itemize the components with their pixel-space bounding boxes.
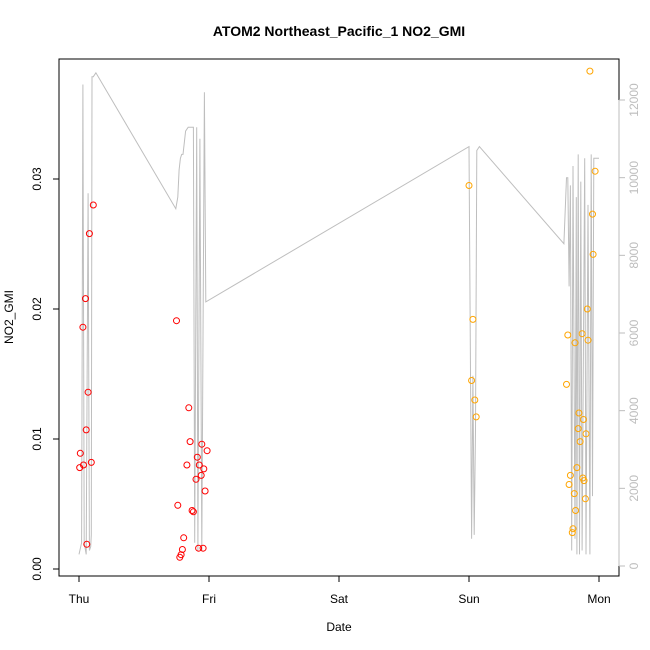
data-point-s2-16: [575, 409, 583, 417]
data-point-s2-28: [589, 250, 597, 258]
data-point-s1-20: [188, 507, 196, 514]
y2-tick-label: 0: [627, 562, 641, 569]
data-point-s2-15: [574, 425, 582, 433]
x-tick-label: Thu: [69, 592, 90, 606]
data-point-s1-26: [197, 471, 205, 479]
data-point-s1-15: [178, 546, 186, 553]
data-point-s2-23: [582, 430, 590, 438]
data-point-s1-10: [89, 201, 97, 209]
data-point-s2-13: [572, 507, 580, 514]
data-point-s1-24: [195, 544, 203, 552]
data-point-s1-22: [192, 475, 200, 483]
x-axis: Thu Fri Sat Sun Mon: [69, 575, 611, 606]
y-tick-label: 0.03: [30, 167, 44, 191]
data-point-s2-25: [584, 336, 592, 344]
data-point-s1-9: [87, 458, 95, 466]
data-point-s1-12: [174, 501, 182, 509]
data-point-s1-1: [76, 449, 84, 457]
data-point-s2-5: [563, 380, 570, 388]
data-point-s1-23: [193, 453, 201, 461]
y-tick-label: 0.00: [30, 557, 44, 581]
data-point-s1-8: [85, 230, 93, 238]
data-point-s1-27: [198, 440, 206, 448]
data-point-s1-29: [200, 465, 208, 473]
data-point-s2-22: [581, 495, 589, 503]
data-point-s2-11: [570, 490, 578, 498]
data-point-s2-4: [472, 413, 480, 421]
chart-title: ATOM2 Northeast_Pacific_1 NO2_GMI: [213, 23, 465, 39]
data-point-s1-31: [203, 447, 211, 455]
y2-tick-label: 2000: [627, 475, 641, 502]
data-point-s2-20: [579, 416, 587, 423]
y-tick-label: 0.01: [30, 427, 44, 451]
data-point-s2-7: [565, 481, 573, 488]
data-point-s1-25: [195, 461, 203, 469]
data-point-s1-3: [80, 461, 87, 469]
data-point-s1-2: [79, 323, 87, 331]
altitude-line: [78, 71, 599, 555]
x-tick-label: Fri: [202, 592, 216, 606]
data-point-s2-26: [586, 67, 594, 75]
x-axis-label: Date: [326, 620, 352, 634]
y2-tick-label: 12000: [627, 83, 641, 117]
data-point-s2-24: [583, 305, 591, 313]
y2-tick-label: 10000: [627, 161, 641, 195]
data-point-s2-21: [580, 477, 588, 485]
data-point-s2-12: [571, 339, 579, 347]
y2-tick-label: 4000: [627, 397, 641, 424]
y2-tick-label: 8000: [627, 242, 641, 269]
data-point-s2-8: [566, 471, 574, 479]
data-point-s1-21: [189, 508, 197, 516]
data-point-s1-30: [201, 487, 209, 495]
x-tick-label: Sun: [458, 592, 479, 606]
data-point-s2-18: [578, 330, 586, 338]
altitude-line-layer: [78, 71, 599, 555]
data-point-s1-28: [199, 544, 207, 552]
data-point-s2-3: [471, 396, 479, 404]
data-point-s2-29: [591, 167, 599, 175]
y-axis: 0.00 0.01 0.02 0.03: [30, 167, 60, 581]
data-point-s1-7: [84, 388, 92, 396]
data-point-s1-14: [177, 551, 185, 559]
data-point-s2-1: [468, 377, 476, 384]
y-axis-label: NO2_GMI: [2, 290, 16, 344]
data-point-s2-17: [576, 438, 584, 446]
data-point-s1-6: [83, 540, 91, 548]
y2-tick-label: 6000: [627, 319, 641, 346]
data-points-layer: [76, 67, 599, 561]
data-point-s2-2: [469, 315, 477, 323]
data-point-s1-4: [82, 295, 89, 303]
y-tick-label: 0.02: [30, 297, 44, 321]
data-point-s2-9: [568, 529, 576, 537]
plot-frame: [58, 58, 620, 577]
data-point-s1-18: [185, 404, 193, 412]
data-point-s2-0: [465, 182, 473, 189]
x-tick-label: Mon: [587, 592, 610, 606]
data-point-s2-14: [573, 464, 581, 472]
right-altitude-axis: 0 2000 4000 6000 8000 10000 12000: [618, 83, 641, 569]
data-point-s2-10: [569, 525, 577, 533]
data-point-s1-11: [173, 317, 180, 325]
data-point-s1-5: [82, 426, 90, 434]
data-point-s2-6: [564, 331, 572, 339]
data-point-s1-16: [180, 534, 188, 542]
x-tick-label: Sat: [330, 592, 349, 606]
data-point-s2-27: [589, 210, 596, 218]
data-point-s1-17: [183, 461, 191, 469]
data-point-s1-19: [186, 438, 194, 446]
